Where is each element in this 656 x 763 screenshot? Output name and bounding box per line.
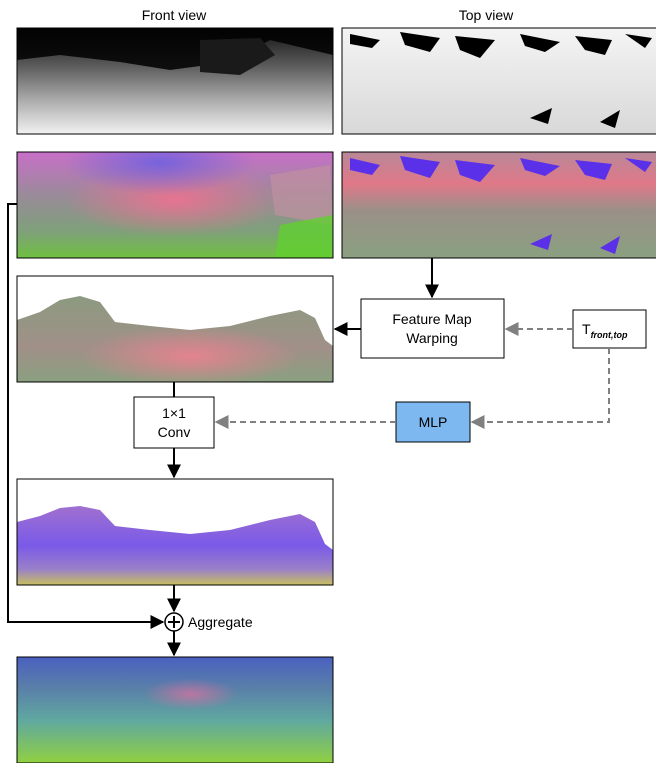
dashed-arrows <box>214 322 610 429</box>
transform-box: Tfront,top <box>572 309 647 349</box>
top-view-heading: Top view <box>459 7 514 23</box>
conv-output-feature-map <box>16 478 334 586</box>
front-depth-image <box>16 27 334 135</box>
warped-feature-map <box>16 275 334 383</box>
feature-map-warping-box: Feature Map Warping <box>360 298 505 359</box>
aggregate-operator: Aggregate <box>164 612 253 632</box>
arrow-transform-to-mlp <box>470 348 610 429</box>
aggregate-label: Aggregate <box>188 614 253 630</box>
transform-label: Tfront,top <box>582 321 628 340</box>
front-feature-map <box>16 151 334 259</box>
conv-label-line2: Conv <box>158 424 191 440</box>
arrow-skip-connection <box>7 203 165 629</box>
top-feature-map <box>341 151 656 259</box>
top-depth-image <box>341 27 656 135</box>
mlp-label: MLP <box>419 414 448 430</box>
solid-arrows <box>7 203 439 657</box>
conv-label-line1: 1×1 <box>162 405 186 421</box>
warping-label-line1: Feature Map <box>392 311 472 327</box>
front-view-heading: Front view <box>142 7 207 23</box>
mlp-box: MLP <box>395 401 471 443</box>
aggregated-feature-map <box>16 656 334 763</box>
warping-label-line2: Warping <box>406 330 458 346</box>
conv-box: 1×1 Conv <box>133 396 215 449</box>
